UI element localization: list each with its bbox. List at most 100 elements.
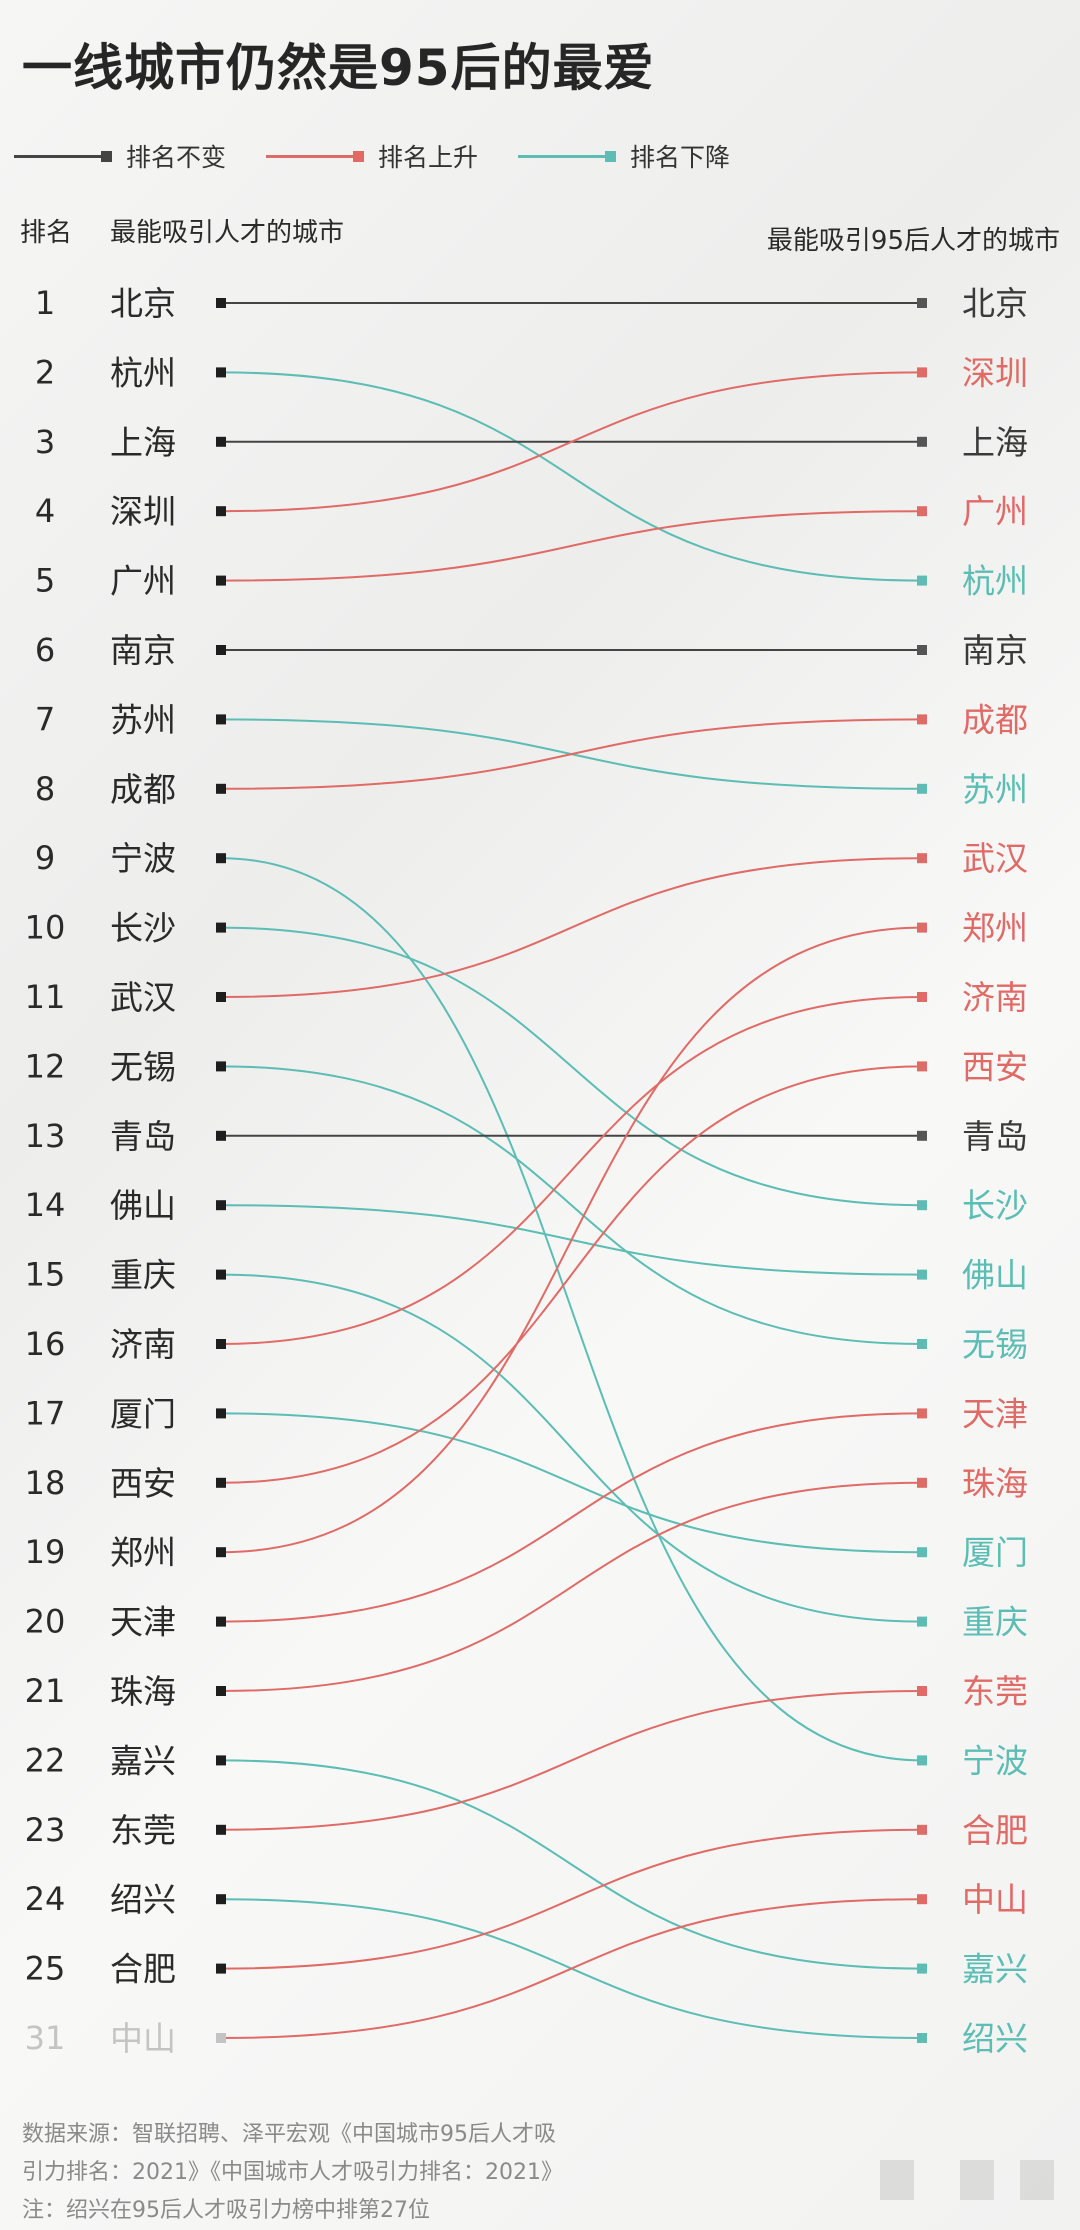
left-marker (216, 1755, 226, 1766)
right-marker (917, 575, 927, 586)
connector-line (220, 1828, 923, 1970)
connector-line (220, 857, 923, 998)
right-city-label: 广州 (962, 492, 1028, 531)
left-marker (216, 783, 226, 794)
left-rank-label: 15 (25, 1256, 66, 1294)
right-city-label: 深圳 (962, 353, 1028, 392)
right-city-label: 西安 (962, 1047, 1028, 1086)
connector-line (220, 1412, 923, 1554)
right-marker (917, 853, 927, 864)
right-city-label: 上海 (962, 423, 1028, 462)
left-marker (216, 992, 226, 1002)
left-city-label: 重庆 (110, 1256, 176, 1295)
left-rank-label: 25 (25, 1950, 66, 1988)
right-city-label: 长沙 (962, 1186, 1028, 1225)
left-rank-label: 19 (25, 1533, 66, 1571)
right-marker (917, 1477, 927, 1488)
footer-source-line-1: 数据来源：智联招聘、泽平宏观《中国城市95后人才吸 (22, 2122, 556, 2147)
left-rank-label: 20 (25, 1603, 66, 1641)
right-city-label: 重庆 (962, 1603, 1028, 1642)
left-marker (216, 1200, 226, 1211)
right-city-label: 天津 (962, 1394, 1028, 1433)
footer-note: 注：绍兴在95后人才吸引力榜中排第27位 (22, 2198, 430, 2223)
legend-item-up: 排名上升 (266, 138, 478, 174)
right-city-label: 东莞 (962, 1672, 1028, 1711)
legend-label-up: 排名上升 (378, 143, 479, 172)
left-rank-label: 3 (35, 423, 55, 461)
left-city-label: 天津 (110, 1603, 176, 1642)
watermark-block (1020, 2160, 1054, 2200)
left-marker (216, 1686, 226, 1696)
right-marker (917, 1755, 927, 1766)
legend-swatch-down (518, 150, 617, 162)
left-city-label: 青岛 (110, 1117, 176, 1156)
connector-line (220, 1412, 923, 1623)
left-column-header: 最能吸引人才的城市 (110, 218, 345, 248)
left-marker (216, 1963, 226, 1974)
right-city-label: 苏州 (962, 770, 1028, 809)
left-city-label: 济南 (110, 1325, 176, 1364)
left-rank-label: 1 (35, 284, 55, 322)
left-marker (216, 922, 226, 933)
left-city-label: 长沙 (110, 909, 176, 948)
left-marker (216, 1824, 226, 1835)
left-rank-label: 6 (35, 631, 55, 669)
slope-chart: 1 北京 北京2 杭州 深圳3 上海 上海4 深圳 广州5 广州 杭州6 南京 南京7 苏州 成都8 成都 苏州… (25, 284, 1028, 2058)
right-marker (917, 506, 927, 517)
left-marker (216, 506, 226, 517)
right-marker (917, 367, 927, 378)
legend: 排名不变 排名上升 排名下降 (14, 138, 730, 174)
connector-line (220, 926, 923, 1207)
connector-line (220, 371, 923, 582)
left-city-label: 苏州 (110, 700, 176, 739)
right-marker (917, 1130, 927, 1141)
connector-line (220, 1065, 923, 1484)
right-city-label: 成都 (962, 700, 1028, 739)
right-city-label: 南京 (962, 631, 1028, 670)
connector-line (220, 1759, 923, 1970)
left-city-label: 厦门 (110, 1394, 176, 1433)
left-marker (216, 436, 226, 447)
left-rank-label: 17 (25, 1394, 66, 1432)
right-marker (917, 783, 927, 794)
right-city-label: 武汉 (962, 839, 1028, 878)
right-marker (917, 1894, 927, 1905)
left-city-label: 成都 (110, 770, 176, 809)
connector-line (220, 718, 923, 790)
right-city-label: 青岛 (962, 1117, 1028, 1156)
left-city-label: 佛山 (110, 1186, 176, 1225)
left-marker (216, 1269, 226, 1280)
left-rank-label: 7 (35, 700, 55, 738)
right-city-label: 宁波 (962, 1741, 1028, 1780)
left-city-label: 无锡 (110, 1047, 176, 1086)
left-marker (216, 1408, 226, 1419)
left-rank-label: 9 (35, 839, 55, 877)
right-city-label: 珠海 (962, 1464, 1028, 1503)
left-marker (216, 1130, 226, 1141)
legend-swatch-same (14, 150, 112, 162)
left-city-label: 杭州 (110, 353, 176, 392)
right-city-label: 北京 (962, 284, 1028, 323)
right-city-label: 杭州 (962, 562, 1028, 601)
connector-line (220, 510, 923, 582)
connector-line (220, 996, 923, 1345)
legend-swatch-up (266, 150, 365, 162)
left-marker (216, 575, 226, 586)
footer-source-line-2: 引力排名：2021》《中国城市人才吸引力排名：2021》 (22, 2160, 563, 2185)
footer: 数据来源：智联招聘、泽平宏观《中国城市95后人才吸 引力排名：2021》《中国城… (22, 2116, 563, 2230)
right-marker (917, 1269, 927, 1280)
left-city-label: 武汉 (110, 978, 176, 1017)
left-marker (216, 1477, 226, 1488)
left-city-label: 郑州 (110, 1533, 176, 1572)
connector-line (220, 1065, 923, 1345)
right-marker (917, 1616, 927, 1627)
connector-lines (216, 298, 927, 2043)
watermark-block (880, 2160, 914, 2200)
connector-line (220, 1481, 923, 1692)
right-city-label: 绍兴 (962, 2019, 1028, 2058)
left-rank-label: 23 (25, 1811, 66, 1849)
left-marker (216, 2033, 226, 2043)
right-marker (917, 714, 927, 725)
left-rank-label: 18 (25, 1464, 66, 1502)
left-city-label: 绍兴 (110, 1880, 176, 1919)
